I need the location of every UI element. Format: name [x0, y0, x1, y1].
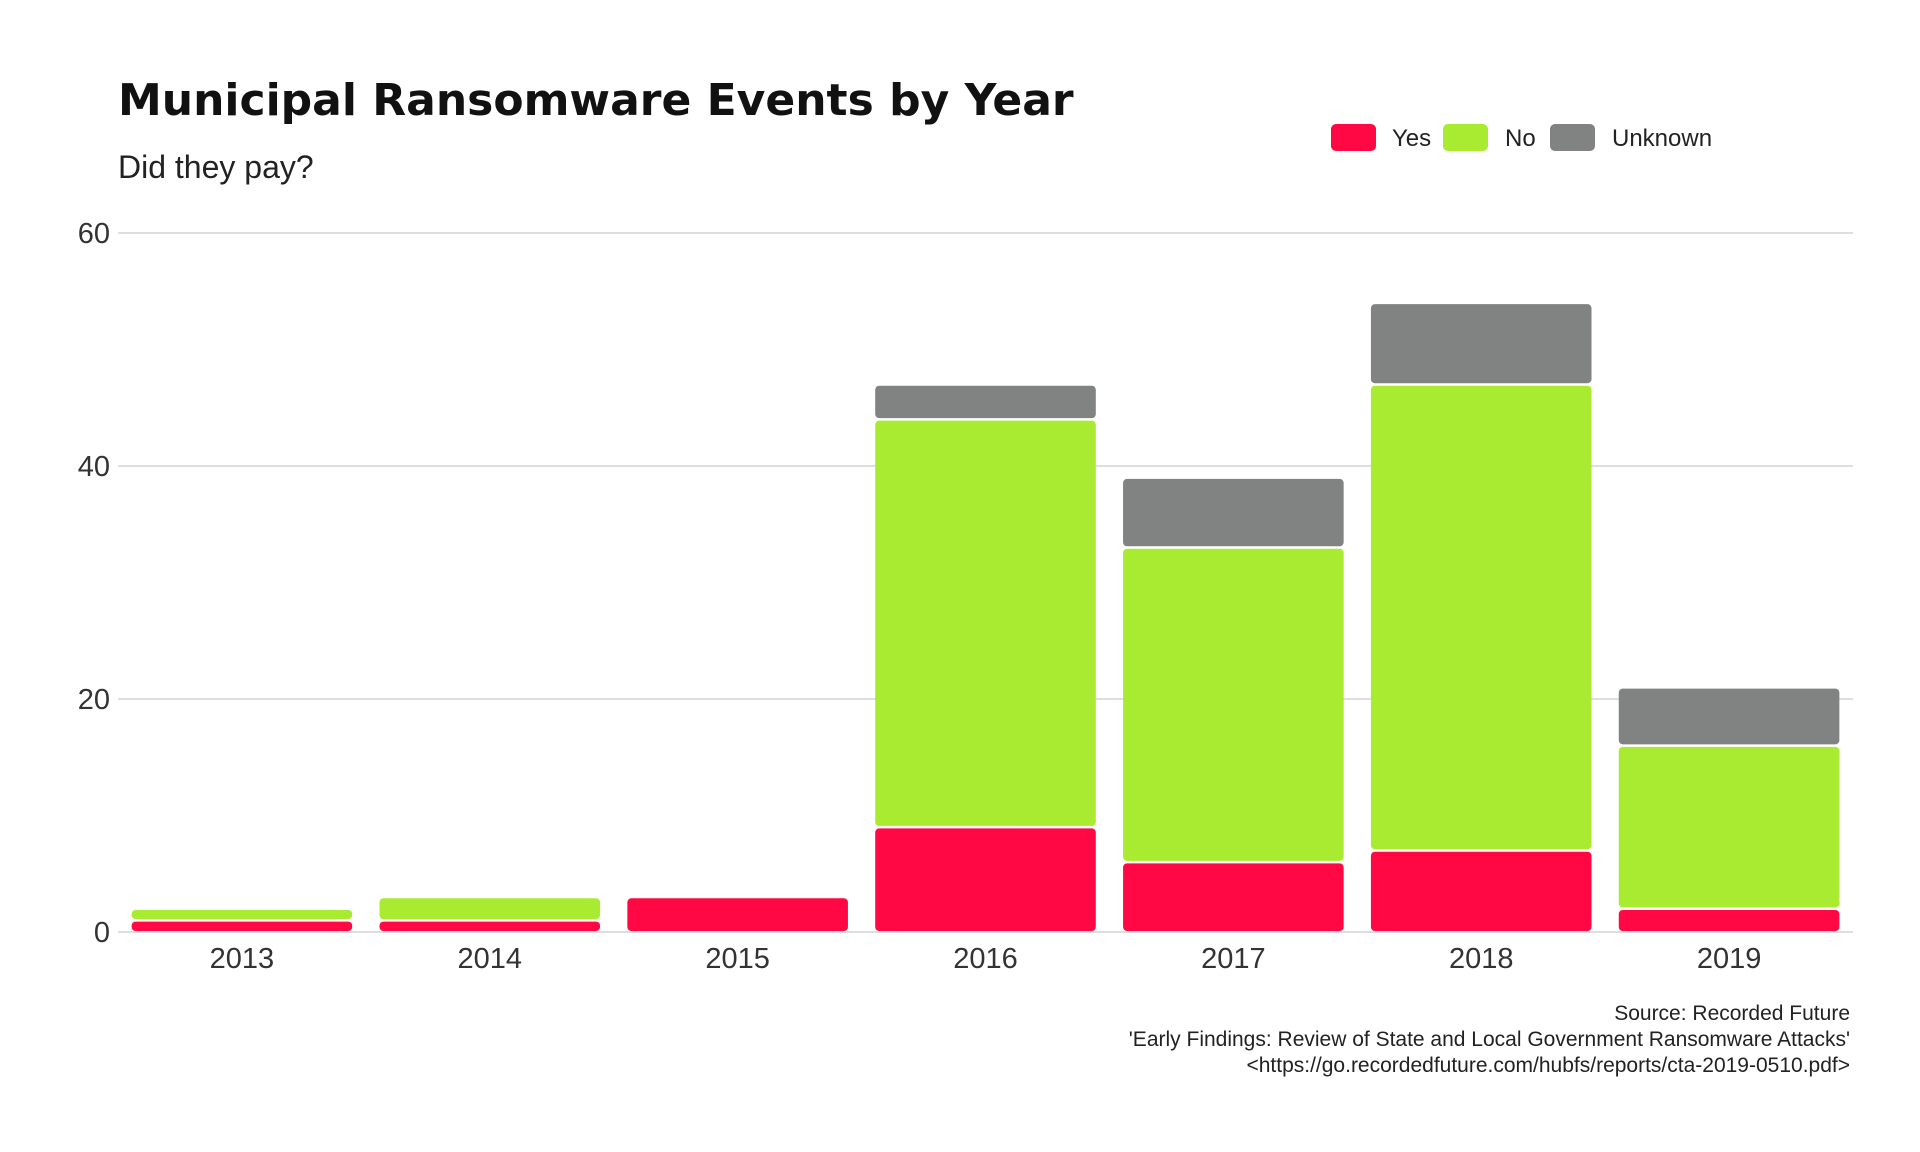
caption: Source: Recorded Future 'Early Findings: …: [1129, 1002, 1850, 1077]
y-tick-label: 20: [78, 684, 110, 716]
bar-2016-unknown: [875, 385, 1096, 419]
bar-2018-yes: [1370, 851, 1592, 931]
caption-line: Source: Recorded Future: [1614, 1002, 1850, 1025]
bar-2016-yes: [875, 828, 1096, 931]
x-tick-label: 2015: [705, 943, 770, 975]
y-tick-label: 60: [78, 218, 110, 250]
legend-label-no: No: [1505, 125, 1536, 152]
y-tick-label: 0: [94, 917, 110, 949]
legend-label-yes: Yes: [1392, 125, 1431, 152]
chart-title: Municipal Ransomware Events by Year: [118, 75, 1074, 126]
bar-2016-no: [875, 420, 1096, 826]
bar-2015-yes: [627, 898, 848, 931]
x-tick-label: 2019: [1697, 943, 1762, 975]
bar-2019-unknown: [1618, 688, 1840, 745]
bar-2017-yes: [1123, 863, 1344, 931]
bar-2013-yes: [131, 921, 353, 931]
chart-subtitle: Did they pay?: [118, 149, 314, 185]
bar-2018-no: [1370, 385, 1592, 850]
bars: [131, 304, 1840, 931]
x-tick-label: 2016: [953, 943, 1018, 975]
x-tick-label: 2017: [1201, 943, 1266, 975]
x-tick-label: 2018: [1449, 943, 1514, 975]
x-tick-label: 2014: [458, 943, 523, 975]
legend-swatch-yes: [1331, 124, 1376, 151]
bar-2019-yes: [1618, 909, 1840, 931]
x-axis-tick-labels: 2013 2014 2015 2016 2017 2018 2019: [210, 943, 1762, 975]
bar-2014-yes: [379, 921, 601, 931]
bar-2019-no: [1618, 746, 1840, 908]
y-tick-label: 40: [78, 451, 110, 483]
bar-2018-unknown: [1370, 304, 1592, 384]
caption-line: <https://go.recordedfuture.com/hubfs/rep…: [1246, 1054, 1850, 1077]
bar-2017-unknown: [1123, 478, 1344, 547]
legend-swatch-unknown: [1550, 124, 1595, 151]
legend: Yes No Unknown: [1331, 124, 1712, 152]
x-tick-label: 2013: [210, 943, 275, 975]
bar-2013-no: [131, 909, 353, 920]
caption-line: 'Early Findings: Review of State and Loc…: [1129, 1028, 1850, 1051]
legend-swatch-no: [1443, 124, 1488, 151]
legend-label-unknown: Unknown: [1612, 125, 1712, 152]
bar-2014-no: [379, 898, 601, 920]
bar-2017-no: [1123, 548, 1344, 861]
